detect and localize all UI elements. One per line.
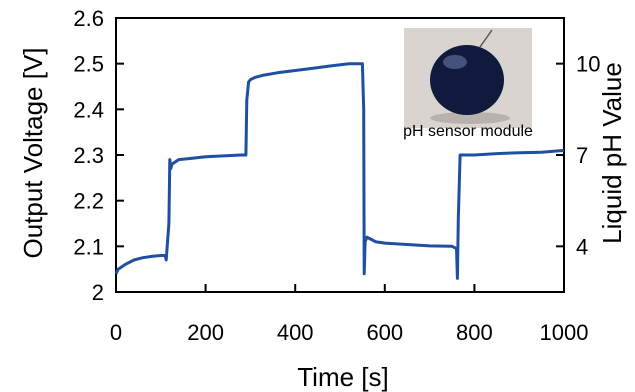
x-tick-label: 800: [456, 320, 493, 345]
y2-tick-label: 10: [576, 52, 600, 77]
y-tick-label: 2.1: [73, 234, 104, 259]
x-tick-label: 400: [277, 320, 314, 345]
series-line: [114, 62, 565, 280]
y2-ticks: 10 7 4: [556, 52, 600, 259]
y-tick-label: 2: [92, 280, 104, 305]
y-tick-label: 2.3: [73, 143, 104, 168]
y2-tick-label: 4: [576, 234, 588, 259]
x-axis-title: Time [s]: [297, 362, 388, 392]
inset-caption: pH sensor module: [403, 123, 533, 140]
x-tick-label: 1000: [540, 320, 589, 345]
inset-photo: pH sensor module: [403, 28, 533, 140]
sensor-sphere: [430, 45, 504, 115]
y-tick-label: 2.6: [73, 6, 104, 31]
y-tick-label: 2.5: [73, 52, 104, 77]
y2-axis-title: Liquid pH Value: [597, 62, 627, 244]
inset-photo-shadow: [430, 112, 510, 124]
sensor-antenna: [479, 29, 493, 48]
y-tick-label: 2.4: [73, 97, 104, 122]
y-tick-label: 2.2: [73, 189, 104, 214]
y-ticks: 2 2.1 2.2 2.3 2.4 2.5 2.6: [73, 6, 124, 305]
x-tick-label: 600: [366, 320, 403, 345]
y2-tick-label: 7: [576, 143, 588, 168]
sensor-sphere-highlight: [443, 55, 467, 69]
x-tick-label: 200: [187, 320, 224, 345]
x-tick-label: 0: [110, 320, 122, 345]
y-axis-title: Output Voltage [V]: [18, 47, 48, 258]
x-ticks: 0 200 400 600 800 1000: [110, 284, 589, 345]
